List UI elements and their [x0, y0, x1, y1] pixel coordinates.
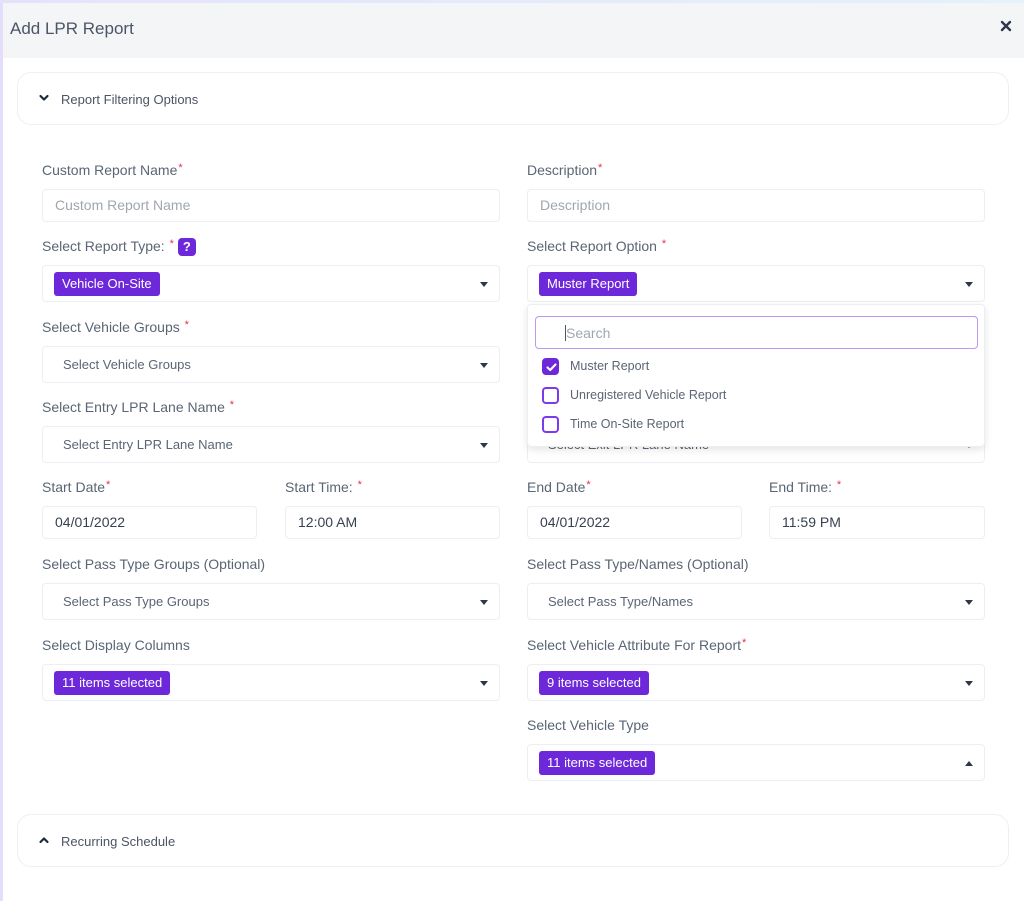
modal-title: Add LPR Report: [10, 19, 134, 38]
description-input[interactable]: Description: [527, 189, 985, 222]
window-frame-left: [0, 0, 3, 901]
select-placeholder: Select Entry LPR Lane Name: [63, 437, 233, 452]
caret-down-icon: [480, 600, 488, 605]
caret-down-icon: [965, 282, 973, 287]
select-placeholder: Select Vehicle Groups: [63, 357, 191, 372]
report-option-select[interactable]: Muster Report: [527, 265, 985, 302]
selected-chip: Vehicle On-Site: [54, 272, 160, 296]
accordion-label: Recurring Schedule: [61, 834, 176, 849]
caret-down-icon: [965, 681, 973, 686]
select-placeholder: Select Pass Type/Names: [548, 594, 693, 609]
caret-up-icon: [965, 761, 973, 766]
start-time-input[interactable]: 12:00 AM: [285, 506, 500, 539]
entry-lane-label: Select Entry LPR Lane Name *: [42, 399, 235, 415]
accordion-label: Report Filtering Options: [61, 92, 199, 107]
chevron-up-icon: [39, 837, 49, 844]
start-date-label: Start Date*: [42, 479, 111, 495]
close-icon: [1000, 20, 1012, 32]
vehicle-groups-select[interactable]: Select Vehicle Groups: [42, 346, 500, 383]
display-columns-select[interactable]: 11 items selected: [42, 664, 500, 701]
start-time-label: Start Time: *: [285, 479, 362, 495]
vehicle-type-label: Select Vehicle Type: [527, 717, 649, 733]
report-option-dropdown: Search Muster Report Unregistered Vehicl…: [527, 304, 985, 447]
display-columns-label: Select Display Columns: [42, 637, 190, 653]
entry-lane-select[interactable]: Select Entry LPR Lane Name: [42, 426, 500, 463]
vehicle-attribute-label: Select Vehicle Attribute For Report*: [527, 637, 747, 653]
chevron-down-icon: [39, 94, 49, 101]
selected-chip: 9 items selected: [539, 671, 649, 695]
dropdown-search-input[interactable]: Search: [535, 316, 978, 349]
pass-type-names-label: Select Pass Type/Names (Optional): [527, 556, 749, 572]
report-filtering-accordion[interactable]: Report Filtering Options: [17, 72, 1009, 125]
end-time-input[interactable]: 11:59 PM: [769, 506, 985, 539]
end-date-input[interactable]: 04/01/2022: [527, 506, 742, 539]
report-option-label: Select Report Option *: [527, 238, 667, 254]
caret-down-icon: [480, 681, 488, 686]
select-placeholder: Select Pass Type Groups: [63, 594, 210, 609]
report-type-label: Select Report Type: *?: [42, 238, 196, 257]
report-type-select[interactable]: Vehicle On-Site: [42, 265, 500, 302]
end-time-label: End Time: *: [769, 479, 842, 495]
text-cursor: [565, 325, 566, 341]
caret-down-icon: [480, 363, 488, 368]
custom-report-name-label: Custom Report Name*: [42, 162, 183, 178]
vehicle-type-select[interactable]: 11 items selected: [527, 744, 985, 781]
description-label: Description*: [527, 162, 603, 178]
modal-header: Add LPR Report: [3, 3, 1024, 58]
caret-down-icon: [480, 282, 488, 287]
selected-chip: 11 items selected: [54, 671, 171, 695]
end-date-label: End Date*: [527, 479, 591, 495]
checkbox-unchecked-icon[interactable]: [542, 387, 559, 404]
caret-down-icon: [965, 600, 973, 605]
selected-chip: 11 items selected: [539, 751, 656, 775]
close-button[interactable]: [1000, 17, 1016, 35]
vehicle-groups-label: Select Vehicle Groups *: [42, 319, 189, 335]
pass-type-groups-select[interactable]: Select Pass Type Groups: [42, 583, 500, 620]
help-icon[interactable]: ?: [177, 238, 196, 257]
start-date-input[interactable]: 04/01/2022: [42, 506, 257, 539]
selected-chip: Muster Report: [539, 272, 638, 296]
recurring-schedule-accordion[interactable]: Recurring Schedule: [17, 814, 1009, 867]
checkbox-checked-icon[interactable]: [542, 358, 559, 375]
custom-report-name-input[interactable]: Custom Report Name: [42, 189, 500, 222]
pass-type-groups-label: Select Pass Type Groups (Optional): [42, 556, 266, 572]
pass-type-names-select[interactable]: Select Pass Type/Names: [527, 583, 985, 620]
checkbox-unchecked-icon[interactable]: [542, 416, 559, 433]
vehicle-attribute-select[interactable]: 9 items selected: [527, 664, 985, 701]
window-frame-top: [0, 0, 1024, 3]
caret-down-icon: [480, 443, 488, 448]
